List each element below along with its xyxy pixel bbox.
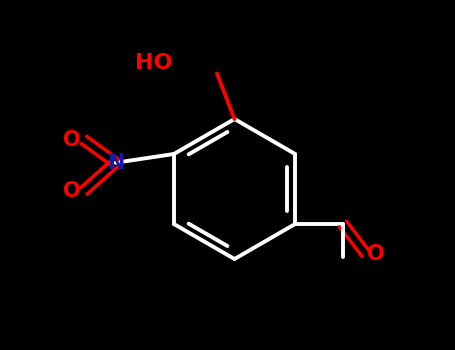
- Text: O: O: [63, 130, 81, 150]
- Text: N: N: [107, 153, 124, 173]
- Text: HO: HO: [135, 53, 173, 73]
- Text: O: O: [63, 181, 81, 201]
- Text: O: O: [368, 244, 385, 264]
